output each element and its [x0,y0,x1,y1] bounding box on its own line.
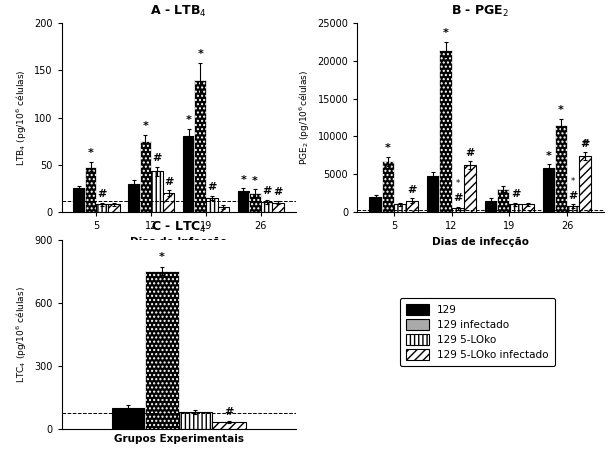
Text: #: # [152,153,162,163]
Bar [111,408,145,429]
Text: #: # [274,187,283,197]
Bar [497,189,509,212]
Text: #: # [581,139,590,148]
Y-axis label: LTB$_4$ (pg/10$^6$ células): LTB$_4$ (pg/10$^6$ células) [14,69,28,166]
Bar [140,141,152,212]
X-axis label: Grupos Experimentais: Grupos Experimentais [113,434,244,444]
Bar [85,167,97,212]
Bar [439,49,452,212]
Text: *: * [546,151,552,160]
Bar [555,125,567,212]
Bar [163,193,174,212]
Text: #: # [569,191,578,201]
Text: #: # [164,177,173,187]
Bar [97,205,108,212]
Bar [212,422,246,429]
Bar [427,176,439,212]
Text: #: # [262,186,272,196]
Bar [183,136,195,212]
Bar [217,207,229,212]
Bar [394,205,406,212]
X-axis label: Dias de Infecção: Dias de Infecção [130,236,227,247]
Bar [108,205,120,212]
Bar [567,206,579,212]
Text: *: * [456,179,460,188]
Bar [152,171,163,212]
Text: *: * [558,105,564,115]
Bar [579,156,591,212]
Bar [382,161,394,212]
Bar [249,193,261,212]
Bar [485,201,497,212]
Bar [406,201,418,212]
Bar [509,205,522,212]
Bar [195,80,206,212]
X-axis label: Dias de infecção: Dias de infecção [432,236,529,247]
Text: *: * [442,28,448,38]
Text: #: # [511,189,520,199]
Bar [522,205,534,212]
Bar [452,208,464,212]
Text: #: # [453,193,463,203]
Title: A - LTB$_4$: A - LTB$_4$ [150,4,207,19]
Text: *: * [385,143,391,153]
Bar [370,197,382,212]
Text: *: * [197,49,203,59]
Text: *: * [571,177,575,186]
Bar [543,168,555,212]
Text: #: # [97,189,107,199]
Text: #: # [408,185,417,195]
Bar [128,183,140,212]
Y-axis label: PGE$_2$ (pg/10$^6$células): PGE$_2$ (pg/10$^6$células) [298,70,312,165]
Text: *: * [240,175,246,185]
Bar [464,165,476,212]
Bar [272,203,284,212]
Text: #: # [224,407,233,417]
Text: #: # [465,148,475,158]
Bar [179,412,212,429]
Text: *: * [87,148,94,158]
Text: *: * [142,121,148,131]
Text: *: * [159,252,165,262]
Bar [238,191,249,212]
Bar [261,201,272,212]
Bar [73,189,85,212]
Text: *: * [252,176,258,186]
Bar [145,271,179,429]
Legend: 129, 129 infectado, 129 5-LOko, 129 5-LOko infectado: 129, 129 infectado, 129 5-LOko, 129 5-LO… [400,298,555,366]
Bar [206,198,217,212]
Y-axis label: LTC$_4$ (pg/10$^6$ células): LTC$_4$ (pg/10$^6$ células) [14,286,28,383]
Text: #: # [207,182,217,192]
Title: B - PGE$_2$: B - PGE$_2$ [452,4,509,19]
Title: C - LTC$_4$: C - LTC$_4$ [151,220,206,236]
Text: *: * [185,115,192,125]
Text: *: * [582,139,588,148]
